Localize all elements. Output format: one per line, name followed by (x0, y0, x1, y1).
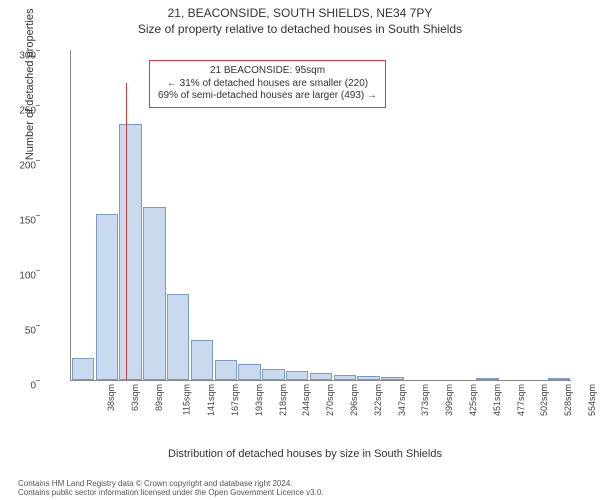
y-tick-label: 200 (8, 161, 36, 172)
histogram-bar (96, 214, 118, 380)
plot-region: 21 BEACONSIDE: 95sqm ← 31% of detached h… (70, 50, 571, 381)
x-tick-label: 554sqm (587, 384, 597, 416)
x-tick-label: 399sqm (444, 384, 454, 416)
histogram-bar (191, 340, 213, 380)
histogram-bar (381, 377, 403, 380)
x-tick-label: 347sqm (397, 384, 407, 416)
histogram-bar (238, 364, 260, 381)
histogram-bar (72, 358, 94, 380)
x-tick-label: 115sqm (182, 384, 192, 415)
x-tick-label: 141sqm (206, 384, 216, 416)
y-tick-label: 150 (8, 216, 36, 227)
annotation-line-3: 69% of semi-detached houses are larger (… (158, 90, 377, 103)
title-line-2: Size of property relative to detached ho… (0, 22, 600, 38)
x-tick-label: 38sqm (106, 384, 116, 411)
x-tick-label: 425sqm (468, 384, 478, 416)
y-tick-label: 0 (8, 381, 36, 392)
annotation-line-1: 21 BEACONSIDE: 95sqm (158, 65, 377, 78)
x-tick-label: 451sqm (492, 384, 502, 416)
x-axis-ticks: 38sqm 63sqm 89sqm 115sqm 141sqm 167sqm 193sqm 2… (70, 382, 570, 432)
histogram-bar (262, 369, 284, 380)
histogram-bar (548, 378, 570, 380)
y-tick-label: 300 (8, 51, 36, 62)
x-tick-label: 193sqm (254, 384, 264, 416)
x-tick-label: 244sqm (301, 384, 311, 416)
x-tick-label: 89sqm (154, 384, 164, 411)
x-tick-label: 296sqm (349, 384, 359, 416)
footer-line-2: Contains public sector information licen… (18, 488, 582, 498)
x-tick-label: 477sqm (516, 384, 526, 416)
y-tick-label: 250 (8, 106, 36, 117)
histogram-bar (119, 124, 141, 380)
footer-attribution: Contains HM Land Registry data © Crown c… (0, 479, 600, 498)
y-axis-ticks: 050100150200250300 (16, 50, 36, 380)
property-marker-line (126, 83, 127, 380)
chart-title-block: 21, BEACONSIDE, SOUTH SHIELDS, NE34 7PY … (0, 0, 600, 37)
histogram-bar (357, 376, 379, 380)
y-tick-label: 50 (8, 326, 36, 337)
histogram-bar (334, 375, 356, 381)
histogram-bar (310, 373, 332, 380)
x-tick-label: 63sqm (130, 384, 140, 411)
histogram-bar (215, 360, 237, 380)
histogram-bar (167, 294, 189, 380)
histogram-bar (143, 207, 165, 380)
x-tick-label: 322sqm (373, 384, 383, 416)
footer-line-1: Contains HM Land Registry data © Crown c… (18, 479, 582, 489)
x-tick-label: 270sqm (325, 384, 335, 416)
annotation-line-2: ← 31% of detached houses are smaller (22… (158, 78, 377, 91)
histogram-bar (476, 378, 498, 380)
y-tick-label: 100 (8, 271, 36, 282)
chart-area: Number of detached properties 0501001502… (40, 50, 570, 410)
x-tick-label: 218sqm (278, 384, 288, 416)
x-tick-label: 502sqm (540, 384, 550, 416)
x-axis-title: Distribution of detached houses by size … (40, 448, 570, 460)
annotation-box: 21 BEACONSIDE: 95sqm ← 31% of detached h… (149, 60, 386, 108)
title-line-1: 21, BEACONSIDE, SOUTH SHIELDS, NE34 7PY (0, 6, 600, 22)
x-tick-label: 528sqm (563, 384, 573, 416)
x-tick-label: 373sqm (420, 384, 430, 416)
x-tick-label: 167sqm (230, 384, 240, 416)
histogram-bar (286, 371, 308, 380)
